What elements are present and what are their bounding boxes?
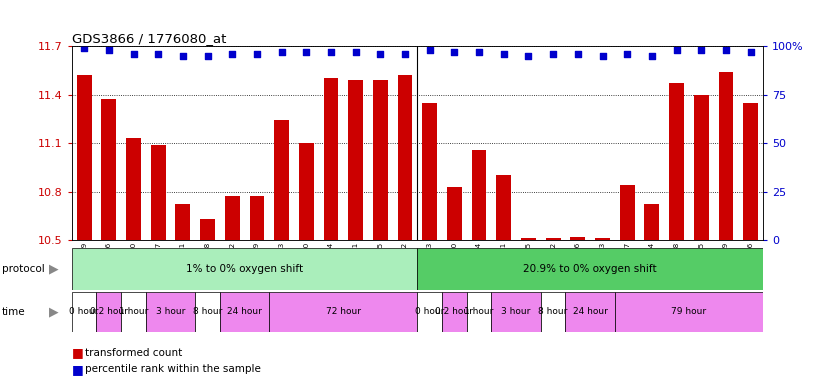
Point xyxy=(127,51,140,57)
Text: 0.2 hour: 0.2 hour xyxy=(90,308,128,316)
Bar xyxy=(101,99,116,240)
Bar xyxy=(126,138,141,240)
Text: 8 hour: 8 hour xyxy=(193,308,222,316)
Point xyxy=(744,49,757,55)
Bar xyxy=(645,204,659,240)
Point xyxy=(102,47,115,53)
Text: ■: ■ xyxy=(72,346,83,359)
Point xyxy=(398,51,411,57)
Bar xyxy=(546,238,561,240)
Point xyxy=(275,49,288,55)
Text: 72 hour: 72 hour xyxy=(326,308,361,316)
Text: percentile rank within the sample: percentile rank within the sample xyxy=(85,364,261,374)
Point xyxy=(78,45,91,51)
Point xyxy=(522,53,535,59)
Text: transformed count: transformed count xyxy=(85,348,182,358)
Text: protocol: protocol xyxy=(2,264,44,274)
Bar xyxy=(418,292,442,332)
Bar xyxy=(72,248,418,290)
Text: 8 hour: 8 hour xyxy=(539,308,568,316)
Bar xyxy=(615,292,763,332)
Text: 1% to 0% oxygen shift: 1% to 0% oxygen shift xyxy=(186,264,304,274)
Bar xyxy=(423,103,437,240)
Bar xyxy=(274,121,289,240)
Point xyxy=(497,51,510,57)
Text: 1 hour: 1 hour xyxy=(464,308,494,316)
Point xyxy=(299,49,313,55)
Text: 3 hour: 3 hour xyxy=(156,308,185,316)
Bar xyxy=(373,80,388,240)
Bar xyxy=(565,292,615,332)
Bar xyxy=(220,292,269,332)
Text: 0 hour: 0 hour xyxy=(415,308,445,316)
Bar xyxy=(694,94,708,240)
Text: 0.2 hour: 0.2 hour xyxy=(436,308,473,316)
Bar xyxy=(442,292,467,332)
Bar xyxy=(72,292,96,332)
Point xyxy=(621,51,634,57)
Point xyxy=(374,51,387,57)
Bar xyxy=(447,187,462,240)
Bar xyxy=(225,196,240,240)
Text: 24 hour: 24 hour xyxy=(227,308,262,316)
Text: GDS3866 / 1776080_at: GDS3866 / 1776080_at xyxy=(72,32,226,45)
Bar xyxy=(151,145,166,240)
Bar xyxy=(146,292,195,332)
Text: 20.9% to 0% oxygen shift: 20.9% to 0% oxygen shift xyxy=(523,264,657,274)
Bar xyxy=(521,238,536,240)
Point xyxy=(596,53,609,59)
Text: 0 hour: 0 hour xyxy=(69,308,99,316)
Bar xyxy=(491,292,541,332)
Bar xyxy=(397,75,412,240)
Point xyxy=(645,53,659,59)
Bar xyxy=(719,72,734,240)
Point xyxy=(349,49,362,55)
Point xyxy=(472,49,486,55)
Bar xyxy=(195,292,220,332)
Bar xyxy=(570,237,585,240)
Text: 1 hour: 1 hour xyxy=(119,308,149,316)
Bar xyxy=(541,292,565,332)
Bar xyxy=(324,78,339,240)
Bar xyxy=(269,292,418,332)
Point xyxy=(424,47,437,53)
Bar xyxy=(77,75,91,240)
Bar xyxy=(121,292,146,332)
Bar xyxy=(496,175,511,240)
Bar xyxy=(743,103,758,240)
Point xyxy=(176,53,189,59)
Text: 3 hour: 3 hour xyxy=(502,308,530,316)
Point xyxy=(325,49,338,55)
Bar xyxy=(620,185,635,240)
Point xyxy=(448,49,461,55)
Point xyxy=(152,51,165,57)
Bar xyxy=(472,149,486,240)
Text: time: time xyxy=(2,307,25,317)
Text: 79 hour: 79 hour xyxy=(672,308,707,316)
Bar xyxy=(467,292,491,332)
Text: ■: ■ xyxy=(72,363,83,376)
Bar xyxy=(418,248,763,290)
Bar xyxy=(348,80,363,240)
Bar xyxy=(669,83,684,240)
Bar xyxy=(299,143,313,240)
Bar xyxy=(96,292,121,332)
Point xyxy=(571,51,584,57)
Point xyxy=(251,51,264,57)
Bar xyxy=(250,196,264,240)
Point xyxy=(547,51,560,57)
Point xyxy=(201,53,214,59)
Text: ▶: ▶ xyxy=(49,262,59,275)
Bar xyxy=(175,204,190,240)
Point xyxy=(226,51,239,57)
Bar xyxy=(200,219,215,240)
Point xyxy=(720,47,733,53)
Text: ▶: ▶ xyxy=(49,306,59,318)
Point xyxy=(694,47,707,53)
Bar xyxy=(595,238,610,240)
Text: 24 hour: 24 hour xyxy=(573,308,608,316)
Point xyxy=(670,47,683,53)
